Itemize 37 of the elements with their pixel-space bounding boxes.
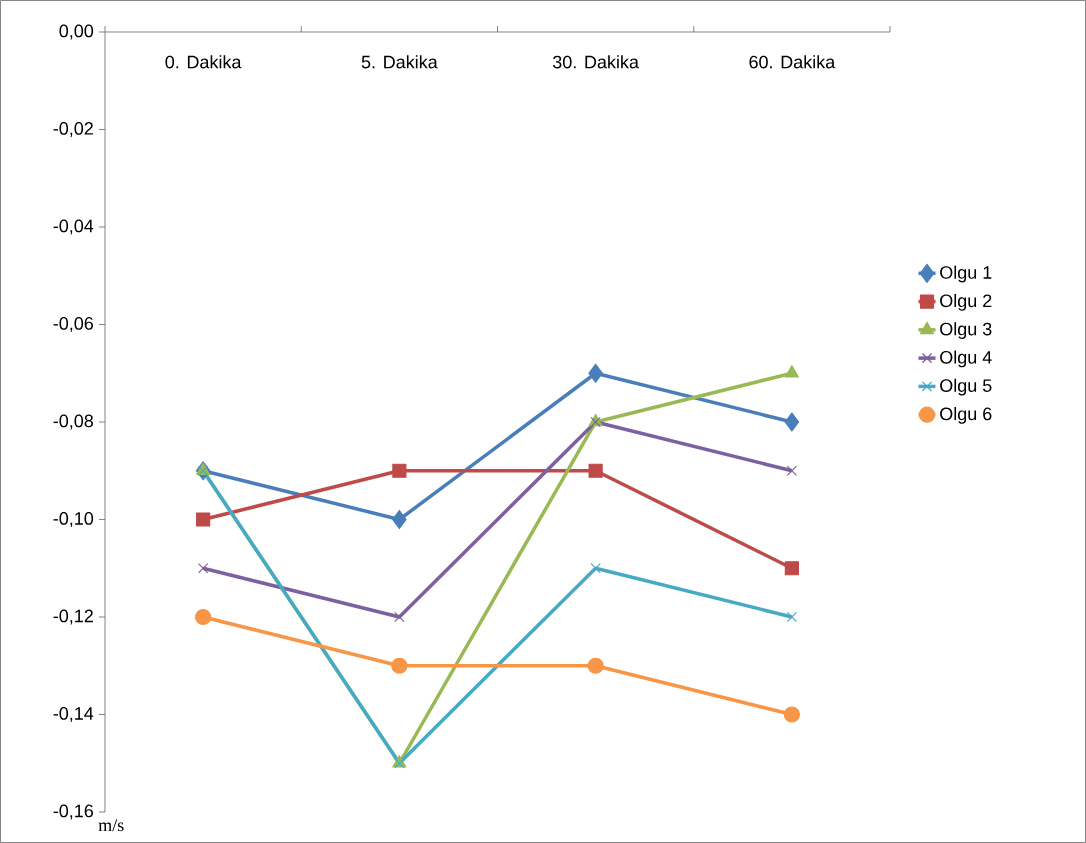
y-tick-label: -0,16 (53, 804, 94, 820)
legend-label: Olgu 3 (940, 322, 992, 339)
legend-label: Olgu 2 (940, 293, 992, 311)
legend-label: Olgu 1 (940, 265, 992, 283)
point (392, 509, 407, 530)
point (784, 365, 799, 378)
point (195, 608, 212, 626)
x-tick-label: 5. Dakika (361, 55, 438, 69)
y-tick-label: -0,08 (53, 414, 94, 430)
x-tick-label: 60. Dakika (749, 55, 836, 69)
point (588, 363, 603, 383)
legend-label: Olgu 5 (940, 378, 992, 396)
y-tick-label: -0,12 (53, 609, 93, 625)
point (392, 463, 407, 478)
point (394, 611, 405, 623)
point (783, 706, 800, 723)
text: m/s (98, 819, 124, 832)
x-tick-label: 30. Dakika (552, 55, 639, 69)
point (784, 412, 800, 432)
point (588, 463, 603, 478)
point (784, 561, 799, 576)
point (197, 563, 209, 574)
legend-label: Olgu 4 (940, 350, 992, 368)
y-tick-label: -0,10 (53, 512, 94, 527)
y-tick-label: 0,00 (59, 24, 94, 40)
point (196, 512, 211, 527)
y-tick-label: -0,02 (53, 122, 93, 137)
point (587, 657, 604, 674)
y-tick-label: -0,06 (53, 317, 94, 332)
point (391, 657, 408, 674)
point (786, 611, 798, 623)
point (786, 465, 798, 476)
point (590, 563, 601, 574)
legend-label: Olgu 6 (940, 407, 992, 424)
y-tick-label: -0,14 (53, 707, 94, 722)
x-tick-label: 0. Dakika (165, 55, 242, 69)
y-tick-label: -0,04 (53, 219, 94, 235)
